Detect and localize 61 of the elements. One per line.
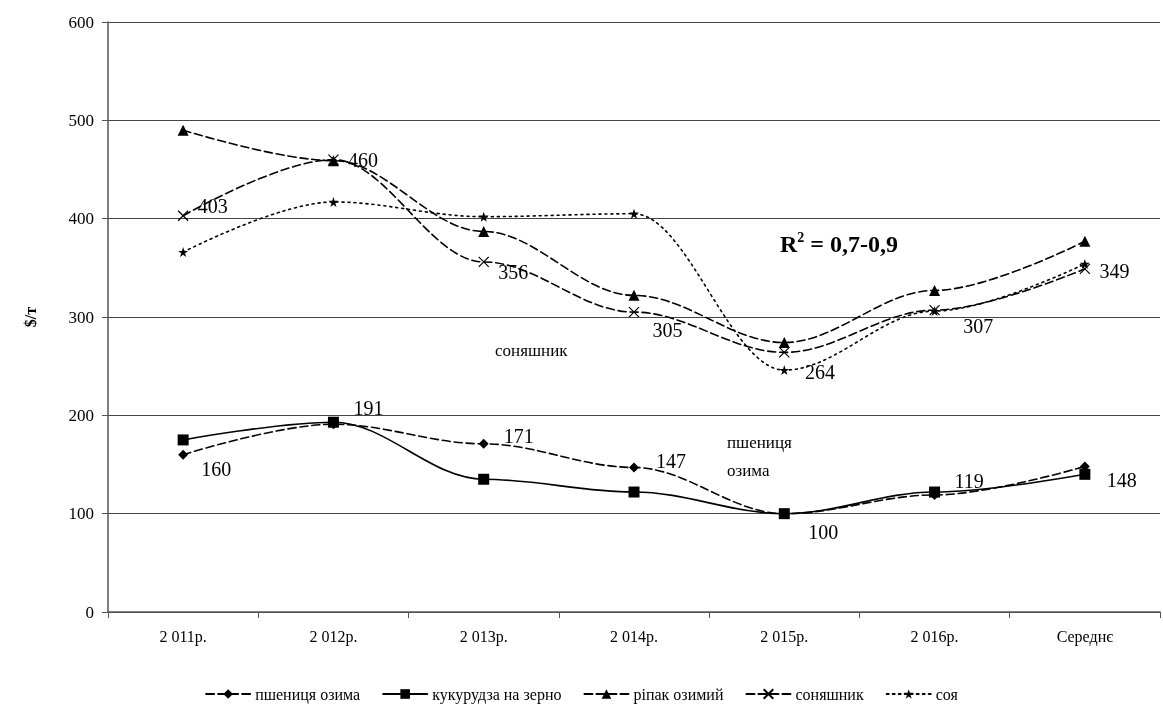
point [177,434,189,446]
point [328,196,339,207]
point [177,210,189,222]
point [178,247,189,258]
y-tick-label: 400 [68,209,94,229]
x-tick-label: 2 013р. [459,627,508,646]
point [1079,263,1091,275]
y-axis-title: $/т [21,306,39,328]
point [478,438,489,449]
x-tick-label: 2 012р. [309,627,358,646]
point [778,337,790,349]
y-tick-label: 600 [68,12,94,32]
data-label: 264 [804,361,835,384]
legend-label: пшениця озима [255,685,361,704]
point [478,211,489,222]
data-label: 147 [656,450,686,473]
data-label: 403 [197,194,228,217]
legend-label: кукурудза на зерно [432,685,562,704]
x-tick-label: 2 016р. [910,627,959,646]
x-tick-label: 2 015р. [760,627,809,646]
point [929,284,941,296]
y-tick-label: 500 [68,110,94,130]
x-tick-label: 2 014р. [610,627,658,646]
legend-label: соняшник [795,685,864,703]
data-label: 148 [1106,469,1137,492]
annotation: пшениця озима [727,432,793,480]
point [779,365,790,376]
point [478,473,490,485]
point [1079,258,1090,269]
point [778,346,790,358]
x-tick-label: 2 011р. [159,627,207,646]
point [929,486,941,498]
point [178,449,189,460]
point [177,124,189,136]
data-label: 307 [963,315,994,338]
data-label: 349 [1099,259,1130,282]
data-label: 171 [503,424,534,447]
legend-label: соя [935,685,959,703]
point [478,256,490,268]
point [628,486,640,498]
point [628,289,640,301]
data-label: 305 [652,319,683,342]
point [629,462,639,473]
point [1079,235,1091,247]
data-label: 356 [498,260,529,283]
point [629,208,639,219]
y-tick-label: 0 [85,602,94,622]
data-label: 160 [201,457,232,480]
point [628,306,640,318]
data-label: 119 [954,469,984,492]
y-tick-label: 300 [68,307,94,327]
legend-label: ріпак озимий [633,685,724,704]
y-tick-label: 200 [68,405,94,425]
data-label: 460 [348,148,379,171]
data-label: 191 [353,397,384,420]
point [478,225,490,237]
annotation: соняшник [495,340,569,360]
data-label: 100 [808,520,839,543]
x-tick-label: Середнє [1056,627,1114,646]
point [1079,468,1091,480]
y-tick-label: 100 [68,504,94,524]
